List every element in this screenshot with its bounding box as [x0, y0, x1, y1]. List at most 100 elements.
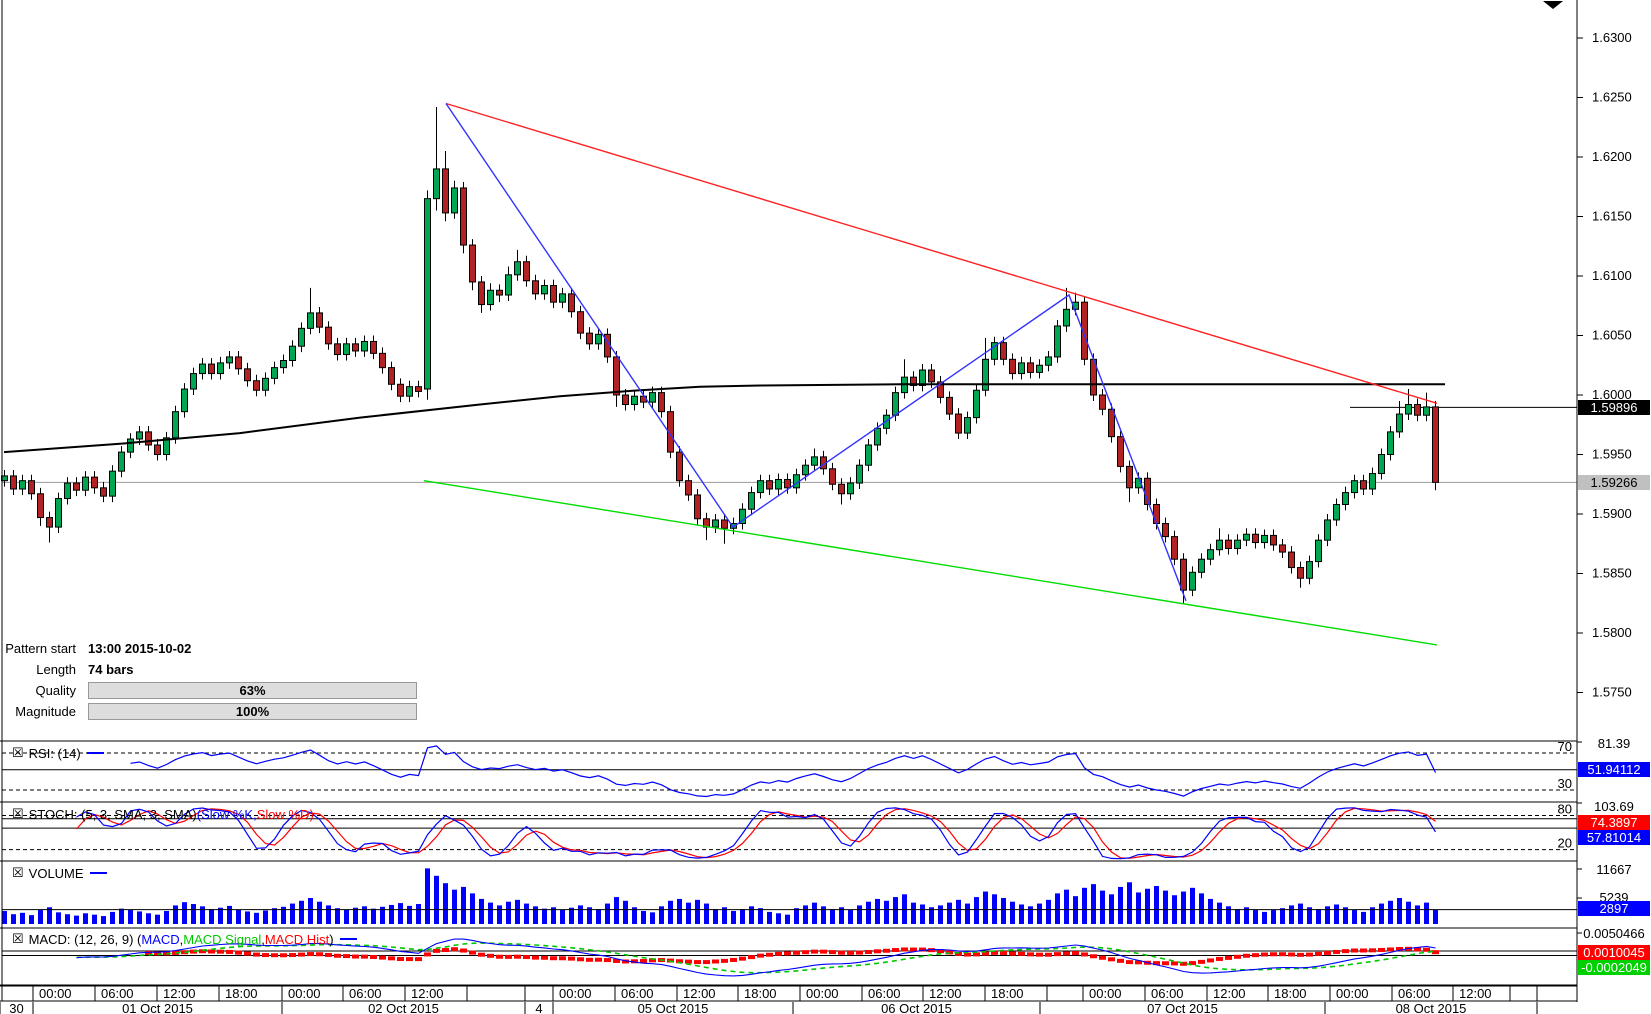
indicator-checkbox-icon: ☒: [12, 931, 24, 946]
indicator-checkbox-icon: ☒: [12, 806, 24, 821]
rsi-header: ☒ RSI: (14): [12, 745, 104, 761]
rsi-line-sample-icon: [86, 752, 104, 754]
svg-text:06:00: 06:00: [1151, 986, 1184, 1001]
svg-text:18:00: 18:00: [1274, 986, 1307, 1001]
stoch-value-box-d: 74.3897: [1578, 815, 1650, 830]
macd-line-sample-icon: [339, 938, 357, 940]
indicator-checkbox-icon: ☒: [12, 745, 24, 760]
macd-value-box-signal: -0.0002049: [1578, 960, 1650, 975]
svg-text:00:00: 00:00: [559, 986, 592, 1001]
svg-text:1.6100: 1.6100: [1592, 268, 1632, 283]
macd-label-main: MACD: [141, 931, 180, 947]
volume-label: VOLUME: [28, 865, 84, 881]
indicator-level-lines: [2, 752, 1577, 851]
pattern-info-panel: Pattern start 13:00 2015-10-02 Length 74…: [2, 638, 432, 722]
svg-text:20: 20: [1558, 836, 1572, 851]
svg-text:18:00: 18:00: [744, 986, 777, 1001]
svg-text:12:00: 12:00: [929, 986, 962, 1001]
stoch-value-box-k: 57.81014: [1578, 830, 1650, 845]
svg-text:00:00: 00:00: [288, 986, 321, 1001]
volume-value-box: 2897: [1578, 901, 1650, 916]
quality-progress-bar: 63%: [88, 682, 417, 699]
svg-text:07 Oct 2015: 07 Oct 2015: [1147, 1001, 1218, 1014]
ma-line: [3, 383, 1445, 454]
macd-label-signal: MACD Signal: [183, 931, 262, 947]
macd-label-sep: ,: [179, 931, 184, 947]
stoch-header: ☒ STOCH: (5, 3, SMA, 3, SMA) (Slow %K, S…: [12, 806, 314, 822]
candles-layer[interactable]: [1, 107, 1439, 605]
pattern-trendline-red: [445, 102, 1438, 404]
svg-text:1.6200: 1.6200: [1592, 149, 1632, 164]
svg-text:1.6050: 1.6050: [1592, 328, 1632, 343]
svg-text:06:00: 06:00: [1398, 986, 1431, 1001]
svg-text:06:00: 06:00: [101, 986, 134, 1001]
macd-label-close: ): [329, 931, 334, 947]
macd-label-sep: ,: [261, 931, 265, 947]
svg-text:1.5850: 1.5850: [1592, 566, 1632, 581]
svg-text:05 Oct 2015: 05 Oct 2015: [638, 1001, 709, 1014]
svg-text:18:00: 18:00: [991, 986, 1024, 1001]
volume-scale-max: 11667: [1596, 862, 1632, 877]
price-marker-black: 1.59896: [1578, 400, 1650, 415]
price-marker-bid: 1.59266: [1578, 475, 1650, 490]
svg-text:30: 30: [9, 1001, 23, 1014]
volume-line-sample-icon: [89, 872, 107, 874]
price-lines: [2, 406, 1577, 483]
chart-shift-marker-icon[interactable]: [1543, 1, 1563, 9]
level-labels: 70 30 80 20: [1558, 739, 1572, 851]
rsi-line: [130, 745, 1437, 798]
svg-text:00:00: 00:00: [806, 986, 839, 1001]
svg-text:4: 4: [535, 1001, 542, 1014]
svg-text:02 Oct 2015: 02 Oct 2015: [368, 1001, 439, 1014]
pattern-quality-label: Quality: [35, 683, 76, 698]
price-axis[interactable]: 1.6300 1.6250 1.6200 1.6150 1.6100 1.6050 1.60…: [1577, 30, 1632, 934]
pattern-length-label: Length: [36, 662, 76, 677]
volume-histogram: [2, 868, 1438, 924]
svg-text:1.5750: 1.5750: [1592, 685, 1632, 700]
rsi-value-box: 51.94112: [1578, 762, 1650, 777]
rsi-scale-max: 81.39: [1597, 736, 1631, 751]
macd-label-hist: MACD Hist: [264, 931, 330, 947]
stoch-scale-max: 103.69: [1594, 799, 1634, 814]
svg-text:06:00: 06:00: [621, 986, 654, 1001]
svg-text:12:00: 12:00: [683, 986, 716, 1001]
stoch-label-k: (Slow %K,: [196, 806, 257, 822]
svg-text:1.6000: 1.6000: [1592, 387, 1632, 402]
svg-text:12:00: 12:00: [1213, 986, 1246, 1001]
pattern-start-label: Pattern start: [5, 641, 76, 656]
svg-text:12:00: 12:00: [411, 986, 444, 1001]
stoch-label-d: Slow %D): [256, 806, 314, 822]
indicator-checkbox-icon: ☒: [12, 865, 24, 880]
time-axis[interactable]: 00:00 06:00 12:00 18:00 00:00 06:00 12:00 00:00…: [0, 986, 1538, 1014]
svg-text:1.6250: 1.6250: [1592, 90, 1632, 105]
svg-text:1.6300: 1.6300: [1592, 30, 1632, 45]
svg-text:30: 30: [1558, 776, 1572, 791]
pattern-trendline-green: [423, 480, 1438, 646]
pattern-length-value: 74 bars: [88, 662, 134, 677]
pattern-start-value: 13:00 2015-10-02: [88, 641, 192, 656]
panel-borders: [0, 0, 1578, 1002]
svg-text:1.5900: 1.5900: [1592, 506, 1632, 521]
pattern-magnitude-label: Magnitude: [15, 704, 76, 719]
magnitude-bar-text: 100%: [235, 704, 270, 719]
svg-text:01 Oct 2015: 01 Oct 2015: [122, 1001, 193, 1014]
svg-text:12:00: 12:00: [163, 986, 196, 1001]
svg-text:00:00: 00:00: [1336, 986, 1369, 1001]
volume-header: ☒ VOLUME: [12, 865, 107, 881]
svg-text:70: 70: [1558, 739, 1572, 754]
svg-text:80: 80: [1558, 802, 1572, 817]
svg-text:1.6150: 1.6150: [1592, 209, 1632, 224]
svg-text:08 Oct 2015: 08 Oct 2015: [1396, 1001, 1467, 1014]
pattern-zigzag-blue: [445, 103, 1187, 602]
svg-text:00:00: 00:00: [1089, 986, 1122, 1001]
svg-text:06:00: 06:00: [868, 986, 901, 1001]
rsi-label: RSI: (14): [28, 745, 81, 761]
svg-text:00:00: 00:00: [39, 986, 72, 1001]
stoch-label: STOCH: (5, 3, SMA, 3, SMA): [28, 806, 197, 822]
macd-label-prefix: MACD: (12, 26, 9) (: [28, 931, 142, 947]
svg-text:18:00: 18:00: [225, 986, 258, 1001]
macd-header: ☒ MACD: (12, 26, 9) ( MACD , MACD Signal…: [12, 931, 357, 947]
macd-scale-max: 0.0050466: [1583, 926, 1645, 941]
